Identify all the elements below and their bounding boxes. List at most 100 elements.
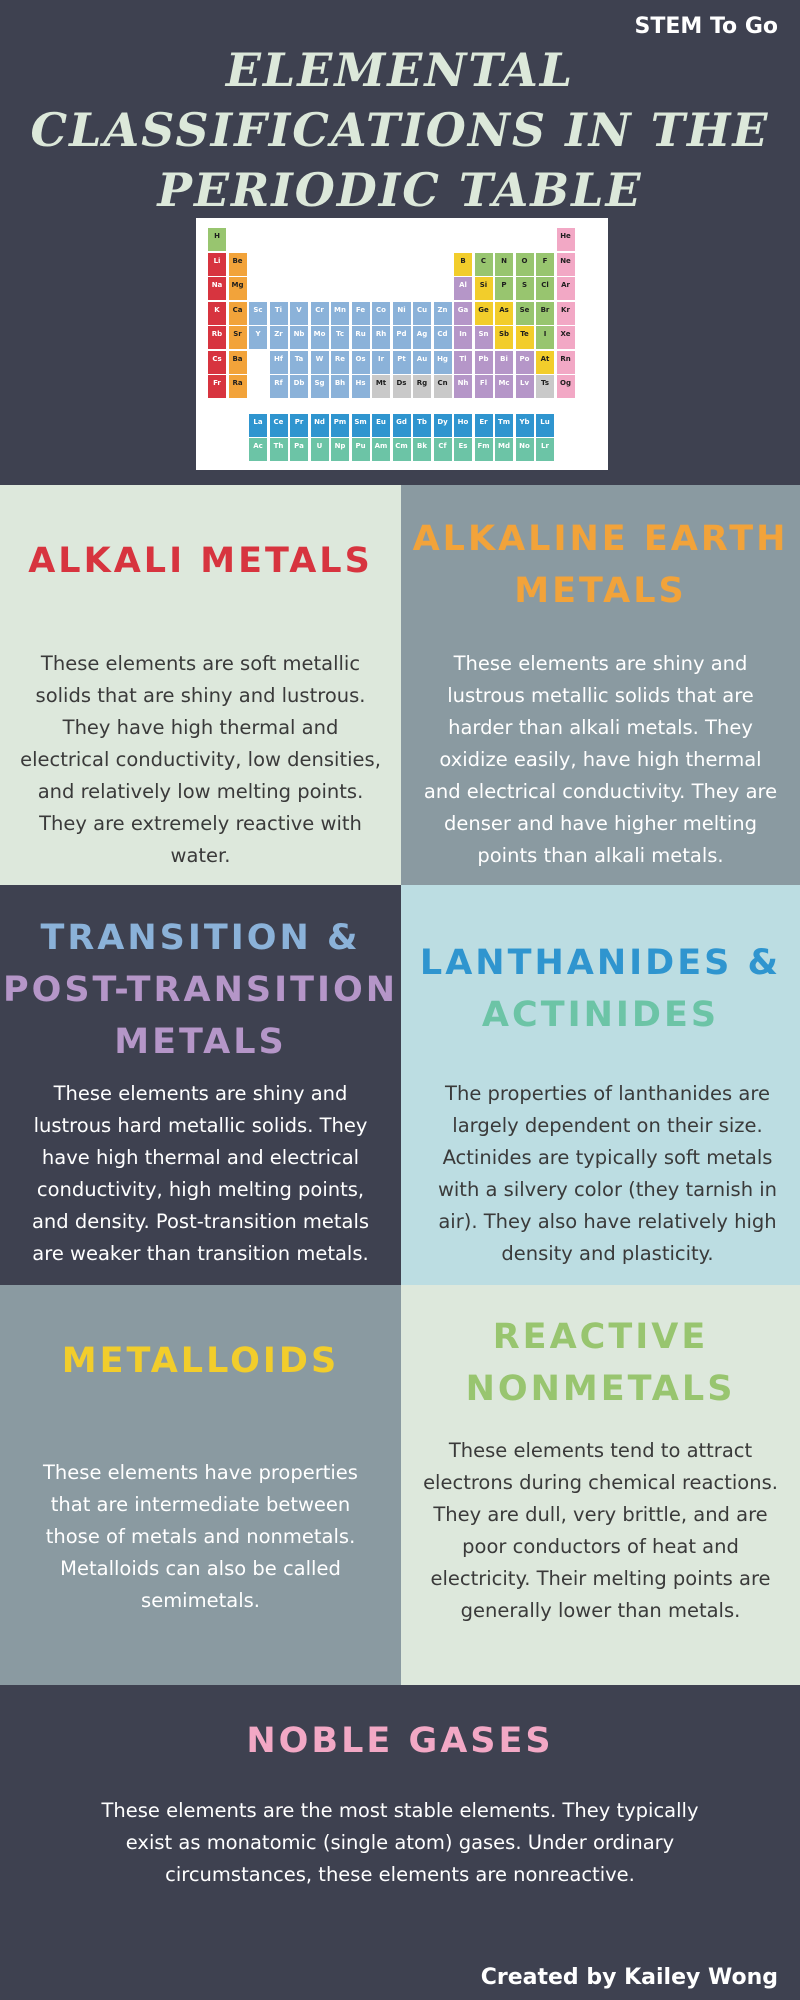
element-cell: Ca xyxy=(228,301,247,325)
section-metalloids: METALLOIDS These elements have propertie… xyxy=(0,1285,401,1685)
element-cell: Mo xyxy=(310,326,329,349)
element-cell: Zn xyxy=(433,301,452,325)
element-cell: Al xyxy=(454,277,472,300)
element-cell: V xyxy=(290,301,308,325)
element-cell: Nh xyxy=(454,375,472,398)
element-cell: Br xyxy=(536,301,554,325)
element-cell: Er xyxy=(474,413,493,437)
element-cell: Cm xyxy=(392,438,411,461)
element-cell: Ni xyxy=(392,301,411,325)
section-title-line: LANTHANIDES & xyxy=(419,943,782,983)
element-cell: B xyxy=(454,252,472,276)
element-cell: F xyxy=(536,252,554,276)
element-cell: Bh xyxy=(331,375,349,398)
title-line-1: ELEMENTAL xyxy=(225,43,575,97)
element-cell: Sb xyxy=(495,326,513,349)
element-cell: K xyxy=(208,301,226,325)
section-reactive-nonmetals: REACTIVE NONMETALS These elements tend t… xyxy=(401,1285,800,1685)
element-cell: Lv xyxy=(515,375,534,398)
element-cell: La xyxy=(249,413,267,437)
element-cell: Hs xyxy=(351,375,370,398)
element-cell: Fe xyxy=(351,301,370,325)
section-title-line: POST-TRANSITION xyxy=(2,970,399,1010)
element-cell: Pm xyxy=(331,413,349,437)
title-line-3: PERIODIC TABLE xyxy=(157,163,643,217)
section-description: These elements have properties that are … xyxy=(43,1461,358,1612)
element-cell: Mg xyxy=(228,277,247,300)
element-cell: Tl xyxy=(454,350,472,374)
element-cell: Tb xyxy=(413,413,431,437)
element-cell: Nd xyxy=(310,413,329,437)
element-cell: Ac xyxy=(249,438,267,461)
element-cell: Mc xyxy=(495,375,513,398)
section-alkali-metals: ALKALI METALS These elements are soft me… xyxy=(0,485,401,885)
element-cell: N xyxy=(495,252,513,276)
element-cell: Pa xyxy=(290,438,308,461)
section-noble-gases: NOBLE GASES These elements are the most … xyxy=(0,1685,800,2000)
section-description: These elements are the most stable eleme… xyxy=(101,1799,699,1886)
section-title: REACTIVE NONMETALS xyxy=(401,1311,800,1415)
element-cell: Fr xyxy=(208,375,226,398)
element-cell: As xyxy=(495,301,513,325)
element-cell: Xe xyxy=(556,326,575,349)
section-description: These elements are soft metallic solids … xyxy=(20,652,381,867)
element-cell: Y xyxy=(249,326,267,349)
element-cell: Cn xyxy=(433,375,452,398)
title-line-2: CLASSIFICATIONS IN THE xyxy=(30,103,770,157)
element-cell: Bk xyxy=(413,438,431,461)
section-title-line: TRANSITION & xyxy=(40,918,361,958)
section-title: TRANSITION & POST-TRANSITION METALS xyxy=(0,912,401,1068)
element-cell: Pu xyxy=(351,438,370,461)
section-title: LANTHANIDES & ACTINIDES xyxy=(401,937,800,1041)
element-cell: Ru xyxy=(351,326,370,349)
element-cell: Re xyxy=(331,350,349,374)
section-description: These elements are shiny and lustrous ha… xyxy=(31,1082,370,1265)
element-cell: Tm xyxy=(495,413,513,437)
element-cell: H xyxy=(208,228,226,251)
section-lanthanides-actinides: LANTHANIDES & ACTINIDES The properties o… xyxy=(401,885,800,1285)
element-cell: Pt xyxy=(392,350,411,374)
element-cell: Cd xyxy=(433,326,452,349)
element-cell: Rf xyxy=(269,375,288,398)
section-title-line: REACTIVE xyxy=(492,1317,709,1357)
element-cell: Se xyxy=(515,301,534,325)
element-cell: S xyxy=(515,277,534,300)
element-cell: Fl xyxy=(474,375,493,398)
element-cell: P xyxy=(495,277,513,300)
element-cell: Pb xyxy=(474,350,493,374)
element-cell: Ti xyxy=(269,301,288,325)
element-cell: Kr xyxy=(556,301,575,325)
element-cell: Am xyxy=(372,438,390,461)
element-cell: Ba xyxy=(228,350,247,374)
element-cell: Ne xyxy=(556,252,575,276)
element-cell: U xyxy=(310,438,329,461)
element-cell: Fm xyxy=(474,438,493,461)
section-title-line: NOBLE GASES xyxy=(246,1721,554,1761)
element-cell: Tc xyxy=(331,326,349,349)
section-title: METALLOIDS xyxy=(0,1335,401,1387)
section-title-line: METALS xyxy=(114,1022,287,1062)
element-cell: Pr xyxy=(290,413,308,437)
element-cell: Ir xyxy=(372,350,390,374)
element-cell: Pd xyxy=(392,326,411,349)
element-cell: Ta xyxy=(290,350,308,374)
periodic-table-image: H He Li Be B C N O F Ne Na Mg Al Si P S Cl Ar K Ca Sc Ti V Cr Mn… xyxy=(196,218,608,470)
element-cell: Hg xyxy=(433,350,452,374)
element-cell: Mn xyxy=(331,301,349,325)
element-cell: Dy xyxy=(433,413,452,437)
element-cell: Sg xyxy=(310,375,329,398)
page-title: ELEMENTAL CLASSIFICATIONS IN THE PERIODI… xyxy=(0,40,800,220)
element-cell: Sc xyxy=(249,301,267,325)
element-cell: W xyxy=(310,350,329,374)
element-cell: Ds xyxy=(392,375,411,398)
element-cell: Np xyxy=(331,438,349,461)
element-cell: No xyxy=(515,438,534,461)
element-cell: Cs xyxy=(208,350,226,374)
section-description: These elements tend to attract electrons… xyxy=(423,1439,778,1622)
element-cell: Hf xyxy=(269,350,288,374)
section-title-line: ALKALINE EARTH xyxy=(412,519,789,559)
element-cell: In xyxy=(454,326,472,349)
element-cell: Co xyxy=(372,301,390,325)
element-cell: Db xyxy=(290,375,308,398)
element-cell: Po xyxy=(515,350,534,374)
